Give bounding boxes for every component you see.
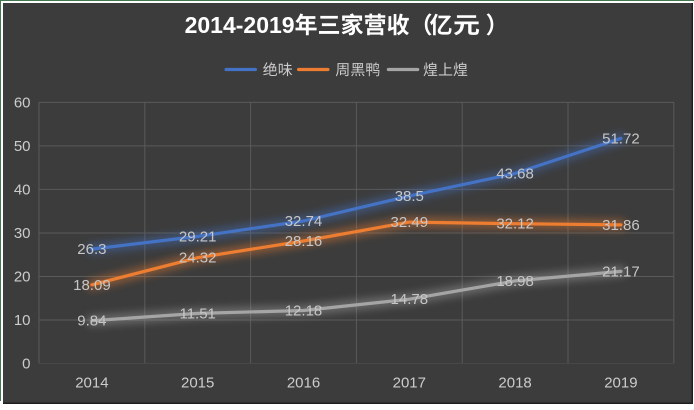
- svg-text:32.74: 32.74: [285, 213, 323, 230]
- svg-text:32.49: 32.49: [391, 214, 429, 231]
- svg-text:24.32: 24.32: [179, 250, 217, 267]
- svg-text:2017: 2017: [393, 375, 426, 392]
- svg-text:0: 0: [22, 356, 30, 373]
- svg-text:2019: 2019: [604, 375, 637, 392]
- svg-text:18.09: 18.09: [73, 277, 111, 294]
- svg-text:29.21: 29.21: [179, 228, 217, 245]
- svg-text:10: 10: [14, 312, 31, 329]
- svg-text:2016: 2016: [287, 375, 320, 392]
- svg-text:21.17: 21.17: [602, 263, 640, 280]
- svg-text:2014: 2014: [75, 375, 108, 392]
- svg-text:50: 50: [14, 138, 31, 155]
- svg-text:26.3: 26.3: [77, 241, 106, 258]
- svg-text:14.78: 14.78: [391, 291, 429, 308]
- svg-text:2014-2019: 2014-2019: [185, 12, 295, 38]
- svg-text:12.18: 12.18: [285, 303, 323, 320]
- svg-text:2015: 2015: [181, 375, 214, 392]
- svg-text:28.16: 28.16: [285, 233, 323, 250]
- svg-text:18.98: 18.98: [496, 273, 534, 290]
- svg-text:43.68: 43.68: [496, 165, 534, 182]
- svg-text:20: 20: [14, 269, 31, 286]
- svg-text:40: 40: [14, 182, 31, 199]
- svg-text:9.84: 9.84: [77, 313, 106, 330]
- svg-text:30: 30: [14, 225, 31, 242]
- svg-text:51.72: 51.72: [602, 130, 640, 147]
- svg-text:32.12: 32.12: [496, 216, 534, 233]
- svg-text:60: 60: [14, 95, 31, 112]
- svg-text:38.5: 38.5: [395, 188, 424, 205]
- svg-text:2018: 2018: [498, 375, 531, 392]
- svg-text:11.51: 11.51: [179, 305, 215, 322]
- svg-text:31.86: 31.86: [602, 217, 640, 234]
